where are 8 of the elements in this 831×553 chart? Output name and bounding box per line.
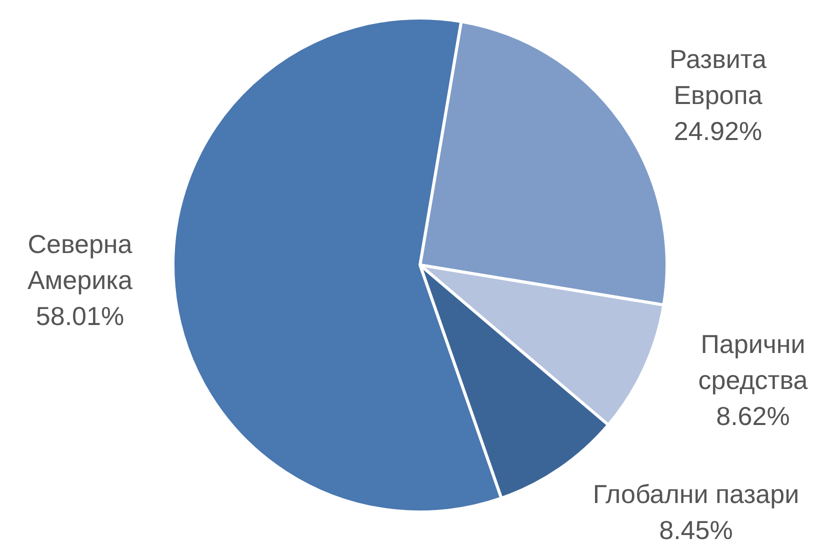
data-label: 58.01% bbox=[36, 301, 124, 331]
slice-label: Северна Америка bbox=[27, 229, 134, 295]
slice-label: Развита Европа bbox=[670, 44, 768, 110]
data-label: 24.92% bbox=[674, 116, 762, 146]
slice-label: Парични средства bbox=[698, 329, 808, 395]
slice-label: Глобални пазари bbox=[592, 479, 800, 509]
data-label: 8.45% bbox=[659, 515, 733, 545]
data-label: 8.62% bbox=[716, 401, 790, 431]
